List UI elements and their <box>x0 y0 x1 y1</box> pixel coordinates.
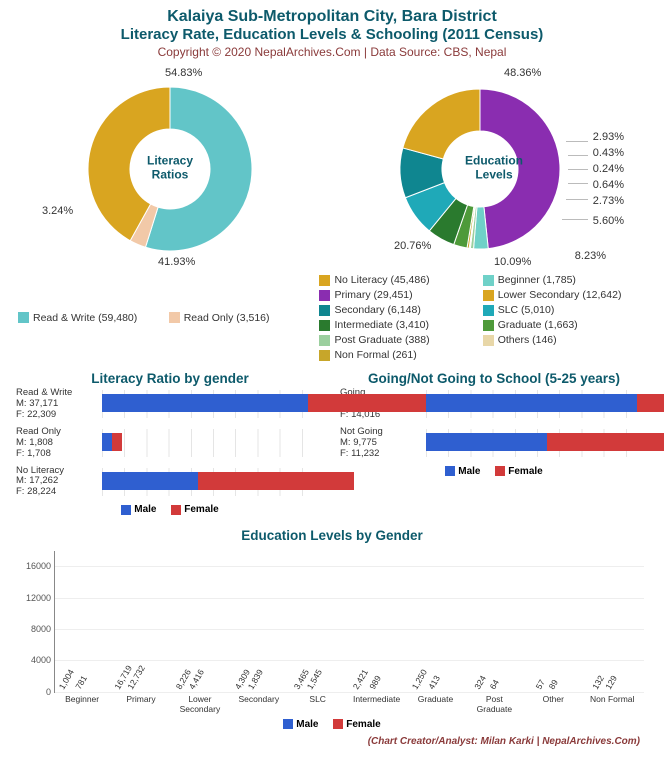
title-line-1: Kalaiya Sub-Metropolitan City, Bara Dist… <box>12 8 652 26</box>
x-tick: Beginner <box>55 692 109 704</box>
hbar-row: No LiteracyM: 17,262F: 28,224 <box>16 466 324 499</box>
x-tick: Graduate <box>408 692 462 704</box>
education-by-gender-title: Education Levels by Gender <box>12 528 652 543</box>
edu-pct-graduate: 2.73% <box>593 195 624 207</box>
education-gender-legend: Male Female <box>12 719 652 733</box>
legend-item: Lower Secondary (12,642) <box>483 289 646 301</box>
literacy-by-gender-title: Literacy Ratio by gender <box>12 371 328 386</box>
edu-pct-others: 0.24% <box>593 163 624 175</box>
hbar-bars <box>102 429 324 457</box>
leader-line <box>566 141 588 142</box>
y-tick: 0 <box>46 687 55 697</box>
legend-item: SLC (5,010) <box>483 304 646 316</box>
x-tick: Lower Secondary <box>173 692 227 714</box>
x-tick: Intermediate <box>350 692 404 704</box>
education-donut-center-label: EducationLevels <box>465 153 523 182</box>
edu-pct-slc: 8.23% <box>575 250 606 262</box>
edu-pct-secondary: 10.09% <box>494 256 531 268</box>
leader-line <box>566 199 588 200</box>
legend-item: Primary (29,451) <box>319 289 482 301</box>
education-donut: EducationLevels 48.36% 2.93% 0.43% 0.24%… <box>364 65 624 270</box>
x-tick: Primary <box>114 692 168 704</box>
legend-item: Read Only (3,516) <box>169 274 320 361</box>
edu-pct-intermed: 5.60% <box>593 215 624 227</box>
hbar-row: Literacy Ratio by gender Read & WriteM: … <box>12 365 652 518</box>
edu-pct-beginner: 2.93% <box>593 131 624 143</box>
hbar-label: Read OnlyM: 1,808F: 1,708 <box>16 427 102 460</box>
hbar-row: Read & WriteM: 37,171F: 22,309 <box>16 388 324 421</box>
literacy-donut-center-label: LiteracyRatios <box>147 153 193 182</box>
legend-female: Female <box>508 466 542 477</box>
legend-item: Post Graduate (388) <box>319 334 482 346</box>
legend-male: Male <box>458 466 480 477</box>
hbar-bars <box>102 468 324 496</box>
literacy-pct-2: 3.24% <box>42 205 73 217</box>
literacy-by-gender-chart: Read & WriteM: 37,171F: 22,309 Read OnlyM… <box>12 388 328 498</box>
x-tick: Secondary <box>232 692 286 704</box>
literacy-donut-block: LiteracyRatios 54.83% 3.24% 41.93% <box>12 65 328 270</box>
legend-item: No Literacy (45,486) <box>319 274 482 286</box>
schooling-legend: Male Female <box>336 466 652 480</box>
edu-pct-nonformal: 0.43% <box>593 147 624 159</box>
legend-item: Intermediate (3,410) <box>319 319 482 331</box>
literacy-by-gender-block: Literacy Ratio by gender Read & WriteM: … <box>12 365 328 518</box>
infographic-root: Kalaiya Sub-Metropolitan City, Bara Dist… <box>0 0 664 763</box>
legend-item: Others (146) <box>483 334 646 346</box>
copyright-text: Copyright © 2020 NepalArchives.Com | Dat… <box>12 45 652 59</box>
chart-title: Kalaiya Sub-Metropolitan City, Bara Dist… <box>12 8 652 43</box>
hbar-bars <box>426 429 648 457</box>
leader-line <box>562 219 588 220</box>
edu-pct-primary: 48.36% <box>504 67 541 79</box>
credit-text: (Chart Creator/Analyst: Milan Karki | Ne… <box>12 732 652 755</box>
x-tick: Post Graduate <box>467 692 521 714</box>
legend-female: Female <box>346 719 380 730</box>
hbar-row: Read OnlyM: 1,808F: 1,708 <box>16 427 324 460</box>
schooling-block: Going/Not Going to School (5-25 years) G… <box>336 365 652 518</box>
literacy-gender-legend: Male Female <box>12 504 328 518</box>
legend-item: Secondary (6,148) <box>319 304 482 316</box>
hbar-row: Not GoingM: 9,775F: 11,232 <box>340 427 648 460</box>
x-tick: Other <box>526 692 580 704</box>
title-line-2: Literacy Rate, Education Levels & School… <box>12 26 652 43</box>
leader-line <box>568 155 588 156</box>
vbar-area: 04000800012000160001,004781Beginner16,71… <box>54 551 644 693</box>
combined-legend: Read & Write (59,480)Read Only (3,516)No… <box>12 270 652 365</box>
x-tick: Non Formal <box>585 692 639 704</box>
leader-line <box>568 183 588 184</box>
legend-female: Female <box>184 504 218 515</box>
education-by-gender-chart: 04000800012000160001,004781Beginner16,71… <box>12 547 652 717</box>
education-donut-block: EducationLevels 48.36% 2.93% 0.43% 0.24%… <box>336 65 652 270</box>
legend-item: Read & Write (59,480) <box>18 274 169 361</box>
y-tick: 4000 <box>31 655 55 665</box>
hbar-bars <box>426 390 648 418</box>
hbar-label: Read & WriteM: 37,171F: 22,309 <box>16 388 102 421</box>
edu-pct-lowersec: 20.76% <box>394 240 431 252</box>
hbar-label: Not GoingM: 9,775F: 11,232 <box>340 427 426 460</box>
legend-item: Beginner (1,785) <box>483 274 646 286</box>
x-tick: SLC <box>291 692 345 704</box>
y-tick: 12000 <box>26 593 55 603</box>
hbar-label: No LiteracyM: 17,262F: 28,224 <box>16 466 102 499</box>
literacy-pct-1: 54.83% <box>165 67 202 79</box>
legend-item: Graduate (1,663) <box>483 319 646 331</box>
y-tick: 8000 <box>31 624 55 634</box>
donuts-row: LiteracyRatios 54.83% 3.24% 41.93% Educa… <box>12 65 652 270</box>
schooling-title: Going/Not Going to School (5-25 years) <box>336 371 652 386</box>
leader-line <box>568 169 588 170</box>
legend-item: Non Formal (261) <box>319 349 482 361</box>
y-tick: 16000 <box>26 561 55 571</box>
legend-male: Male <box>296 719 318 730</box>
hbar-bars <box>102 390 324 418</box>
literacy-pct-3: 41.93% <box>158 256 195 268</box>
edu-pct-postgrad: 0.64% <box>593 179 624 191</box>
literacy-donut: LiteracyRatios 54.83% 3.24% 41.93% <box>40 65 300 270</box>
legend-male: Male <box>134 504 156 515</box>
